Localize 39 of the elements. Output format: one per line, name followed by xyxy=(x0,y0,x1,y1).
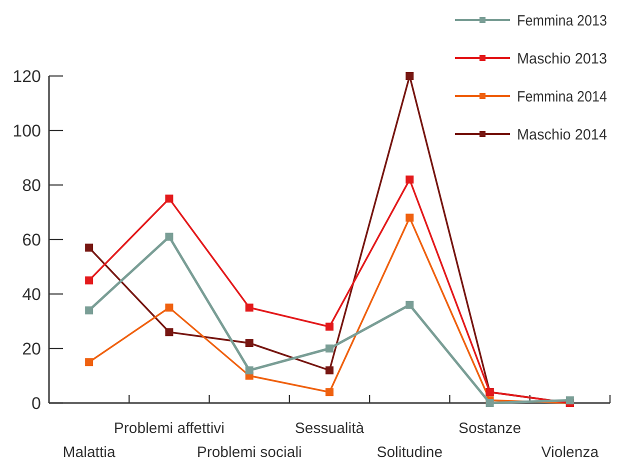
x-tick-label: Problemi affettivi xyxy=(114,420,225,437)
y-tick-label: 40 xyxy=(22,284,41,304)
point xyxy=(326,366,334,374)
point xyxy=(245,304,254,312)
point xyxy=(326,344,334,352)
point xyxy=(566,396,574,404)
point xyxy=(85,276,94,284)
point xyxy=(165,328,174,336)
point xyxy=(406,214,414,222)
y-tick-label: 100 xyxy=(12,121,41,140)
point xyxy=(85,244,94,252)
point xyxy=(245,366,254,374)
x-tick-label: Solitudine xyxy=(376,444,443,461)
y-tick-label: 120 xyxy=(12,66,41,86)
legend-label: Maschio 2014 xyxy=(517,126,610,144)
point xyxy=(326,388,334,396)
x-tick-label: Problemi sociali xyxy=(196,444,302,461)
point xyxy=(326,322,334,331)
point xyxy=(486,399,494,407)
x-tick-label: Malattia xyxy=(62,444,116,461)
legend-label: Maschio 2013 xyxy=(517,50,610,68)
point xyxy=(85,306,94,314)
point xyxy=(406,176,414,184)
point xyxy=(165,194,174,203)
legend-label: Femmina 2013 xyxy=(517,12,618,30)
point xyxy=(245,339,254,348)
y-tick-label: 0 xyxy=(32,394,41,413)
point xyxy=(85,358,94,366)
y-tick-label: 60 xyxy=(22,230,41,250)
x-tick-label: Violenza xyxy=(541,444,600,461)
y-tick-label: 80 xyxy=(22,176,41,195)
x-tick-label: Sostanze xyxy=(458,420,522,437)
point xyxy=(165,232,174,241)
point xyxy=(165,304,174,312)
point xyxy=(406,300,414,309)
legend-label: Femmina 2014 xyxy=(517,88,618,106)
x-tick-label: Sessualità xyxy=(294,420,365,437)
y-tick-label: 20 xyxy=(22,339,41,358)
point xyxy=(406,72,414,80)
